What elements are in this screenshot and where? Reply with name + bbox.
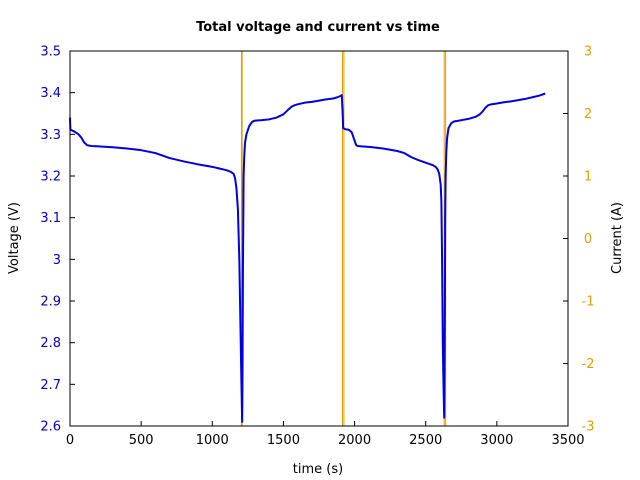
y-tick-label: 3.3 [40, 128, 61, 143]
y-tick-label: 3.1 [40, 211, 61, 226]
voltage-series-line [69, 92, 546, 423]
y2-tick-label: 2 [584, 107, 592, 122]
y-tick-label: 2.9 [40, 295, 61, 310]
plot-area: 0 500 1000 1500 2000 2500 3000 3500 2.6 2.7 2.8 2.9… [40, 45, 594, 449]
y-tick-label: 3.2 [40, 170, 61, 185]
y-tick-label: 2.6 [40, 420, 61, 435]
chart-title: Total voltage and current vs time [196, 20, 440, 35]
y-tick-label: 3.4 [40, 86, 61, 101]
y2-tick-label: 0 [584, 232, 592, 247]
y-axis-label: Voltage (V) [7, 202, 22, 274]
y2-tick-label: 1 [584, 170, 592, 185]
y2-tick-label: 3 [584, 45, 592, 60]
current-series-line [240, 50, 447, 427]
x-tick-label: 500 [129, 433, 154, 448]
x-tick-label: 0 [66, 433, 74, 448]
x-tick-label: 1000 [196, 433, 229, 448]
y-tick-label: 3.5 [40, 45, 61, 60]
y-tick-label: 3 [53, 253, 61, 268]
y-tick-label: 2.8 [40, 336, 61, 351]
x-tick-label: 2000 [338, 433, 371, 448]
x-tick-label: 3000 [480, 433, 513, 448]
plot-frame [69, 50, 569, 427]
x-axis-label: time (s) [293, 462, 343, 477]
x-tick-label: 3500 [551, 433, 584, 448]
x-tick-label: 1500 [267, 433, 300, 448]
y2-axis-label: Current (A) [610, 202, 625, 274]
y2-tick-label: -2 [582, 357, 595, 372]
y-tick-label: 2.7 [40, 378, 61, 393]
y2-tick-label: -1 [582, 295, 595, 310]
y2-tick-label: -3 [582, 420, 595, 435]
x-tick-label: 2500 [409, 433, 442, 448]
